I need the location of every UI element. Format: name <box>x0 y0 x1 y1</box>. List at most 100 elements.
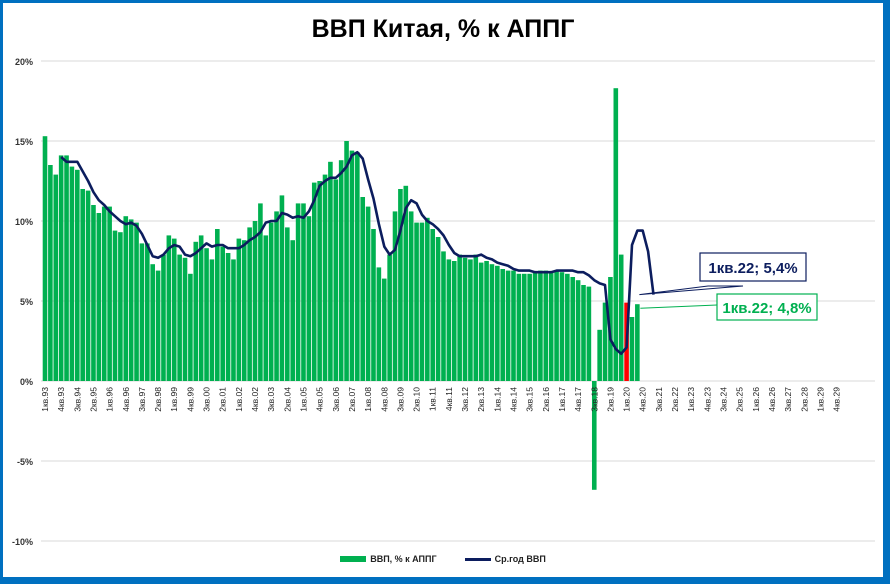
bar <box>532 272 538 381</box>
bar <box>198 235 204 381</box>
bar <box>559 272 565 381</box>
bar <box>209 259 215 381</box>
bar <box>360 197 366 381</box>
bar <box>349 150 355 381</box>
bar <box>602 302 608 381</box>
x-tick-label: 4кв.23 <box>702 387 712 412</box>
bar <box>42 136 48 381</box>
bar <box>451 261 457 381</box>
x-tick-label: 3кв.18 <box>589 387 599 412</box>
bar <box>355 152 360 381</box>
bar <box>182 257 188 381</box>
bar <box>403 185 409 381</box>
bar <box>188 273 193 381</box>
x-tick-label: 4кв.17 <box>573 387 583 412</box>
bar <box>591 381 597 490</box>
x-tick-label: 4кв.08 <box>379 387 389 412</box>
x-tick-label: 4кв.96 <box>121 387 131 412</box>
x-tick-label: 1кв.26 <box>751 387 761 412</box>
x-tick-label: 1кв.20 <box>622 387 632 412</box>
bar <box>85 190 91 381</box>
bar <box>376 267 382 381</box>
bar <box>301 203 306 381</box>
x-tick-label: 3кв.97 <box>137 387 147 412</box>
bar <box>166 235 172 381</box>
bar <box>425 217 430 381</box>
bar <box>586 286 592 381</box>
bar <box>344 141 349 381</box>
x-tick-label: 2кв.95 <box>88 387 98 412</box>
callout-pointer-line <box>639 285 744 296</box>
bar <box>365 206 371 381</box>
chart-frame: ВВП Китая, % к АППГ 20% 15% 10% 5% 0% -5% -10%… <box>3 3 883 577</box>
bar <box>268 222 274 381</box>
bar <box>220 246 226 381</box>
x-tick-label: 4кв.02 <box>250 387 260 412</box>
x-tick-label: 1кв.05 <box>298 387 308 412</box>
bar <box>613 88 619 381</box>
chart-title: ВВП Китая, % к АППГ <box>311 15 575 43</box>
y-tick-label: -10% <box>12 537 33 547</box>
y-tick-label: 15% <box>15 137 33 147</box>
legend-item-avg: Ср.год ВВП <box>464 554 546 564</box>
bar <box>225 253 231 381</box>
bar <box>328 161 333 381</box>
bar <box>629 317 635 381</box>
bar <box>48 165 53 381</box>
x-tick-label: 3кв.27 <box>783 387 793 412</box>
bar <box>543 270 549 381</box>
y-tick-label: 10% <box>15 217 33 227</box>
x-tick-label: 2кв.04 <box>282 387 292 412</box>
x-tick-label: 4кв.29 <box>832 387 842 412</box>
bar <box>581 285 586 381</box>
x-tick-label: 3кв.94 <box>72 387 82 412</box>
bar <box>53 174 59 381</box>
bar <box>489 264 495 381</box>
x-tick-label: 1кв.11 <box>428 387 438 411</box>
avg-gdp-line <box>60 150 655 356</box>
bar <box>155 270 161 381</box>
bar <box>91 205 96 381</box>
bar <box>565 273 570 381</box>
bar <box>64 155 69 381</box>
bar <box>398 189 403 381</box>
bar <box>371 229 376 381</box>
bar <box>473 254 479 381</box>
x-tick-label: 3кв.06 <box>331 387 341 412</box>
x-tick-label: 2кв.01 <box>218 387 228 412</box>
bar <box>548 272 554 381</box>
bar <box>161 254 166 381</box>
bar <box>263 235 269 381</box>
x-tick-label: 3кв.15 <box>525 387 535 412</box>
bar <box>75 169 80 381</box>
bar <box>279 195 285 381</box>
bar <box>516 273 522 381</box>
x-tick-label: 1кв.08 <box>363 387 373 412</box>
bar <box>236 238 242 381</box>
bar <box>231 259 236 381</box>
callout-box-line <box>699 252 807 282</box>
x-tick-label: 4кв.14 <box>508 387 518 412</box>
bar <box>274 211 279 381</box>
x-tick-label: 2кв.07 <box>347 387 357 412</box>
callout-label-line: 1кв.22; 5,4% <box>708 260 797 277</box>
bar <box>495 265 500 381</box>
x-tick-label: 1кв.17 <box>557 387 567 412</box>
bar <box>478 262 484 381</box>
chart-plot: 20% 15% 10% 5% 0% -5% -10% 1кв.93 4кв.93 3кв.94 2к… <box>12 57 875 547</box>
bar <box>204 248 209 381</box>
bar <box>446 259 452 381</box>
x-tick-label: 4кв.99 <box>185 387 195 412</box>
bar <box>139 243 145 381</box>
x-tick-label: 1кв.29 <box>815 387 825 412</box>
legend-bar-swatch <box>340 556 367 562</box>
legend-label-gdp: ВВП, % к АППГ <box>370 554 437 564</box>
bar <box>285 227 290 381</box>
x-tick-label: 3кв.00 <box>202 387 212 412</box>
x-tick-label: 2кв.22 <box>670 387 680 412</box>
y-tick-label: 20% <box>15 57 33 67</box>
x-tick-label: 1кв.99 <box>169 387 179 412</box>
bar <box>193 241 199 381</box>
y-tick-label: 0% <box>20 377 33 387</box>
bar <box>80 189 85 381</box>
